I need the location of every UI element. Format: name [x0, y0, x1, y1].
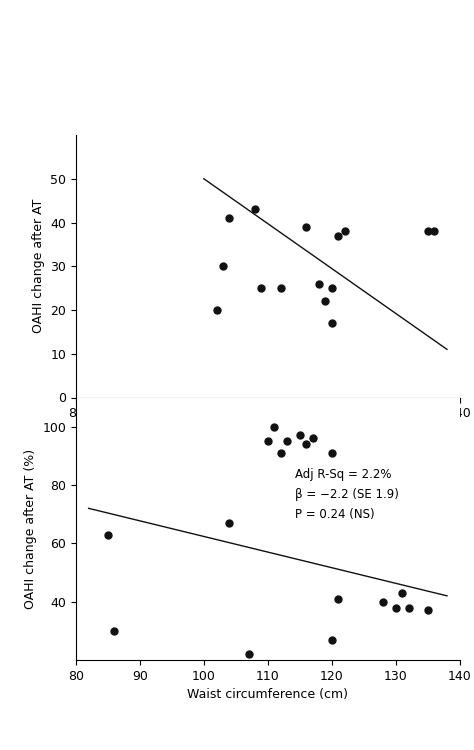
Point [302, 220, 310, 232]
Point [251, 203, 259, 215]
Point [257, 282, 265, 294]
Point [277, 447, 284, 459]
Point [341, 225, 348, 237]
Point [264, 435, 272, 447]
Point [283, 435, 291, 447]
Point [379, 596, 387, 608]
Point [277, 282, 284, 294]
X-axis label: Waist circumference (cm): Waist circumference (cm) [187, 426, 348, 439]
Point [334, 592, 342, 604]
Point [104, 529, 112, 541]
Point [270, 421, 278, 433]
Point [296, 430, 303, 442]
Point [424, 225, 431, 237]
Point [226, 517, 233, 529]
Point [392, 602, 400, 613]
Point [328, 447, 336, 459]
Point [309, 432, 316, 444]
Point [405, 602, 412, 613]
Point [302, 438, 310, 450]
Point [328, 317, 336, 329]
Point [328, 634, 336, 646]
Point [424, 604, 431, 616]
Point [398, 587, 406, 599]
Text: Adj R-Sq = 2.2%
β = −2.2 (SE 1.9)
P = 0.24 (NS): Adj R-Sq = 2.2% β = −2.2 (SE 1.9) P = 0.… [295, 468, 399, 521]
X-axis label: Waist circumference (cm): Waist circumference (cm) [187, 688, 348, 701]
Y-axis label: OAHI change after AT (%): OAHI change after AT (%) [24, 448, 36, 609]
Point [219, 260, 227, 272]
Point [110, 625, 118, 637]
Y-axis label: OAHI change after AT: OAHI change after AT [32, 199, 45, 334]
Point [315, 278, 323, 290]
Point [321, 296, 329, 307]
Point [226, 212, 233, 224]
Point [213, 304, 220, 316]
Point [430, 225, 438, 237]
Point [334, 230, 342, 242]
Point [245, 648, 252, 660]
Point [328, 282, 336, 294]
Text: ( a ): ( a ) [254, 471, 282, 485]
